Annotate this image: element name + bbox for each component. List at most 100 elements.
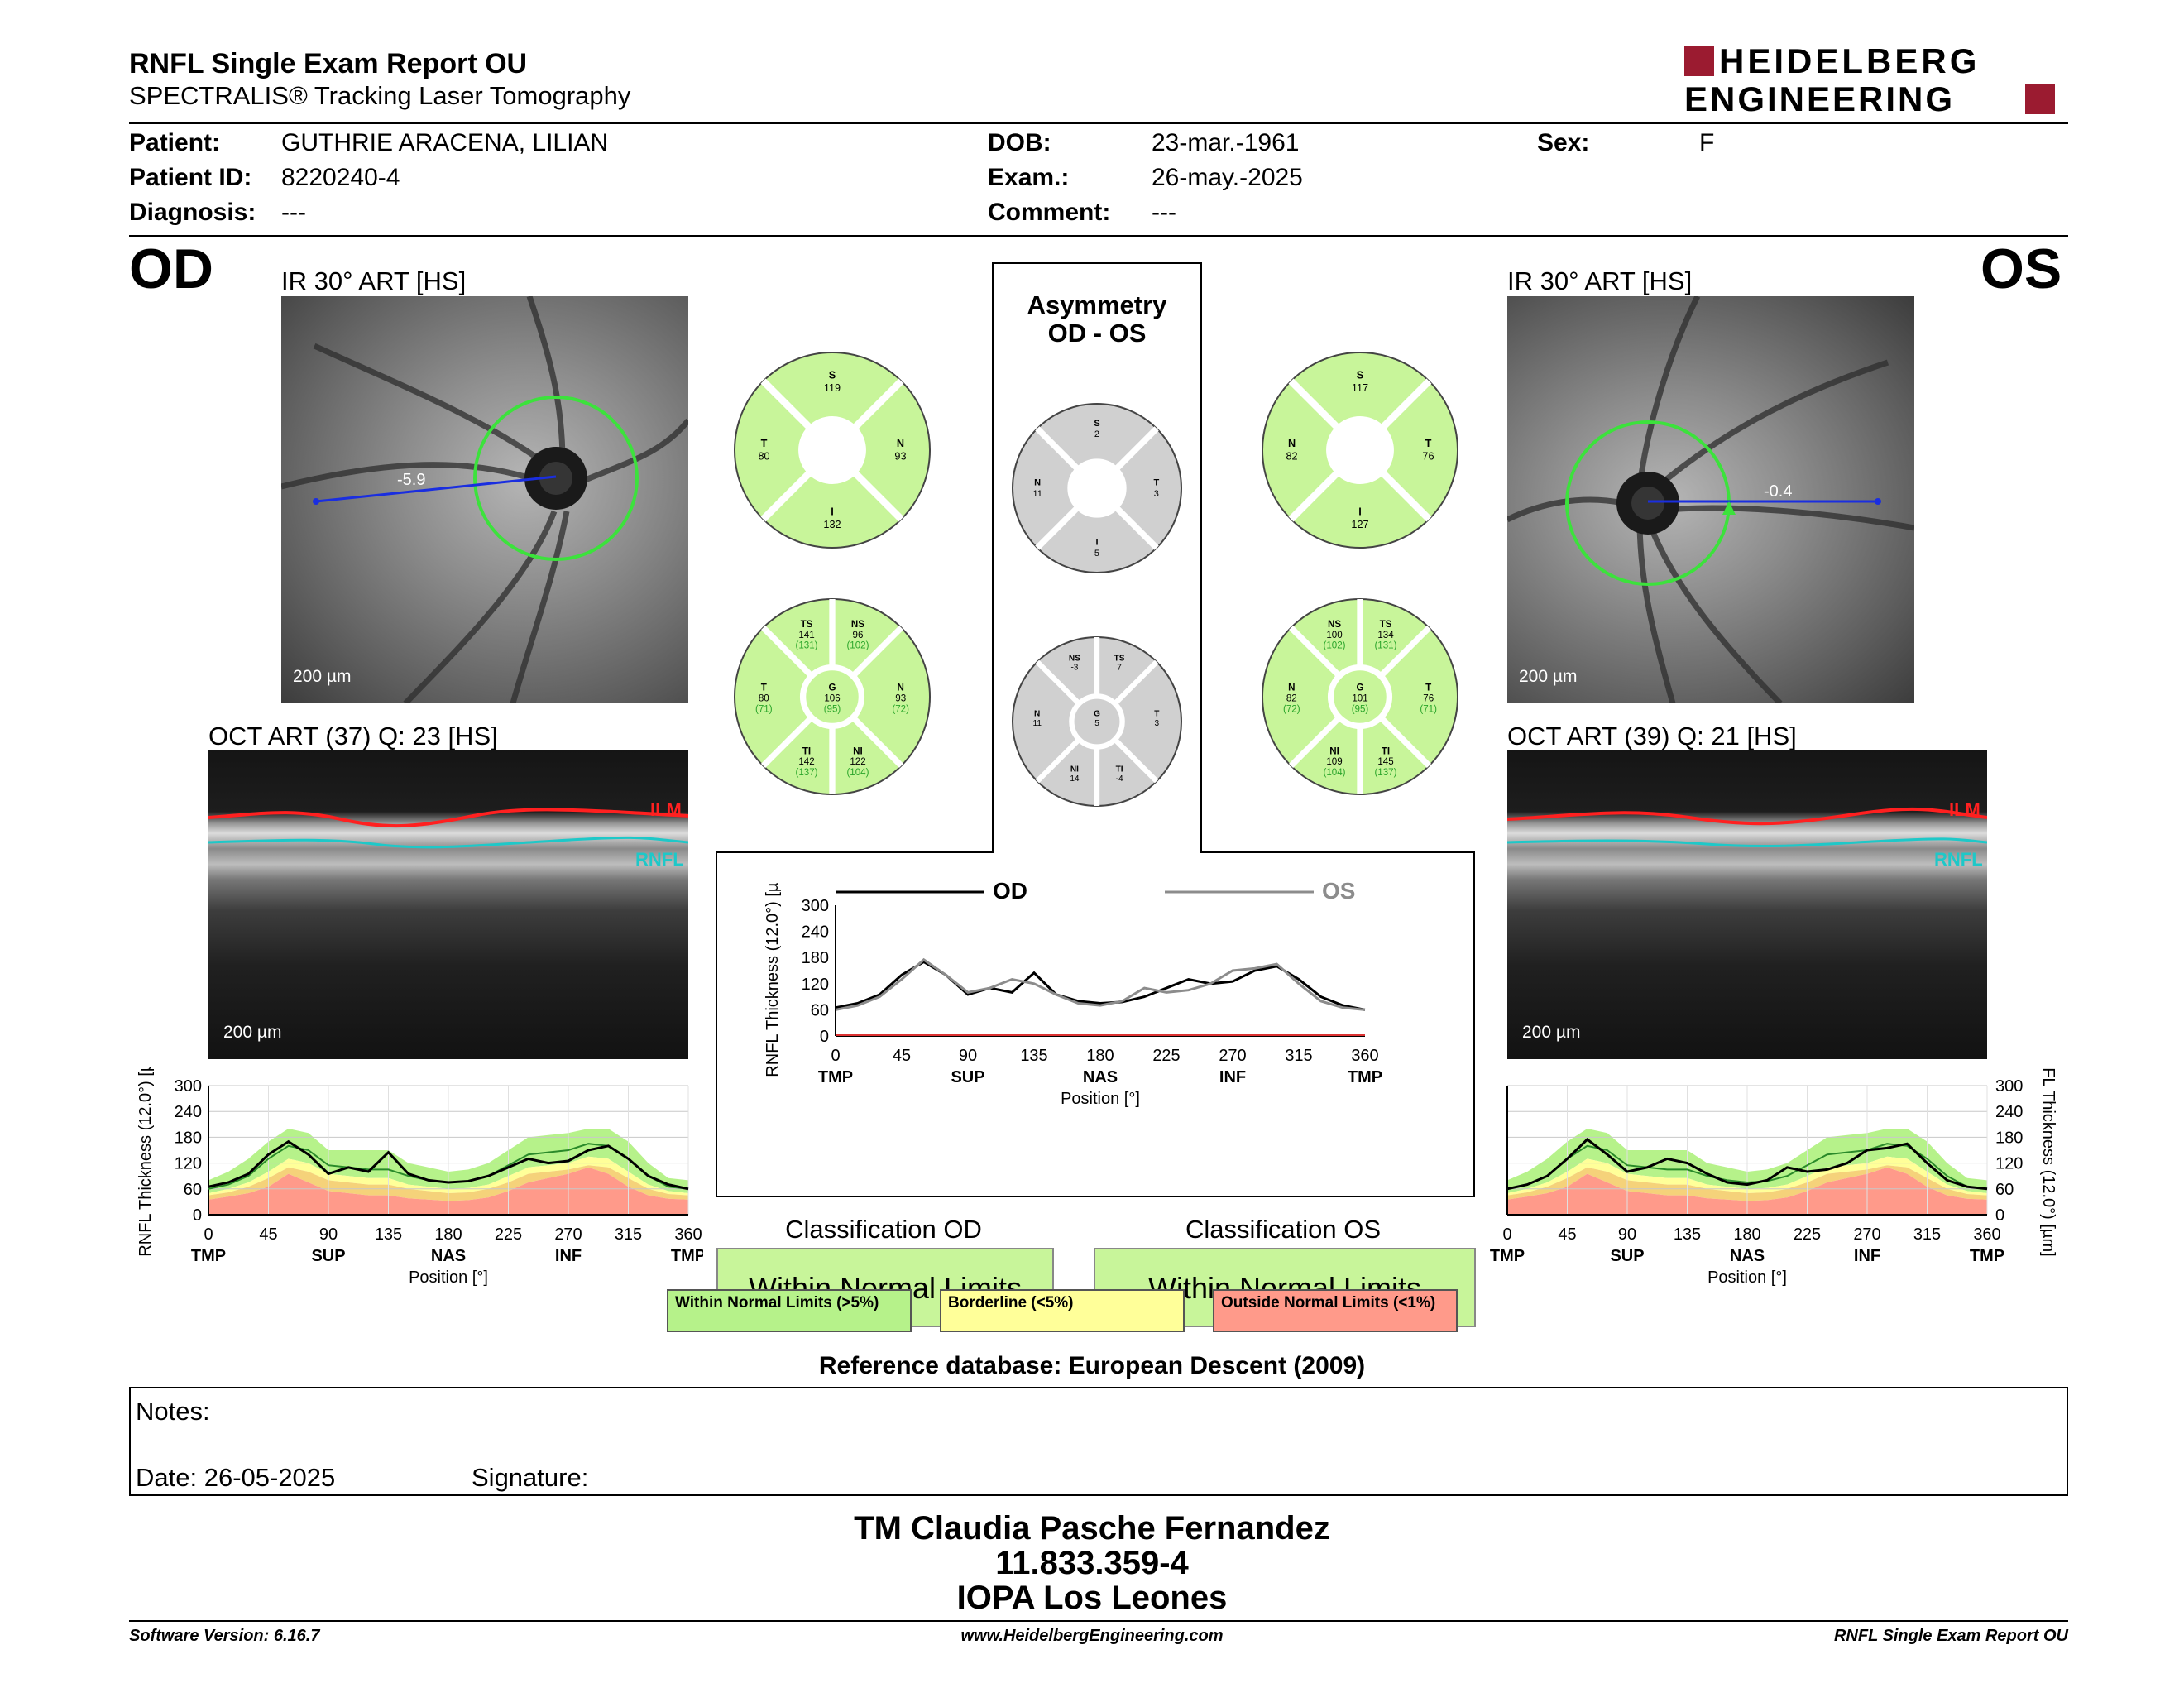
sector-label: NI bbox=[1329, 746, 1339, 756]
os-eye-label: OS bbox=[1980, 237, 2062, 300]
region-label: SUP bbox=[1610, 1247, 1644, 1265]
y-tick-label: 60 bbox=[811, 1001, 829, 1019]
os-oct-scale: 200 µm bbox=[1522, 1023, 1581, 1042]
region-label: TMP bbox=[1348, 1068, 1382, 1086]
sector-value: 93 bbox=[894, 450, 906, 462]
y-tick-label: 0 bbox=[1995, 1206, 2004, 1225]
sector-divider bbox=[1288, 470, 1340, 522]
os-ilm-label: ILM bbox=[1949, 799, 1980, 820]
sector-divider bbox=[760, 625, 814, 679]
y-tick-label: 120 bbox=[1995, 1155, 2023, 1173]
signoff-institution: IOPA Los Leones bbox=[956, 1580, 1228, 1616]
sector-divider bbox=[1035, 659, 1081, 706]
sector-divider bbox=[760, 715, 814, 769]
dob-label: DOB: bbox=[988, 129, 1051, 156]
sector-value: 134 bbox=[1377, 631, 1394, 640]
x-tick-label: 135 bbox=[375, 1225, 402, 1244]
sector-label: I bbox=[831, 506, 834, 518]
sector-reference: (137) bbox=[1374, 768, 1396, 778]
sector-value: 11 bbox=[1032, 719, 1042, 728]
sector-divider bbox=[852, 470, 904, 522]
y-tick-label: 180 bbox=[1995, 1129, 2023, 1147]
sector-reference: (131) bbox=[796, 641, 818, 651]
sector-value: 3 bbox=[1154, 719, 1159, 728]
region-label: NAS bbox=[1083, 1068, 1118, 1086]
os-garway-heath-disc: NS100(102)TS134(131)T76(71)TI145(137)NI1… bbox=[1262, 598, 1458, 795]
od-fundus-overlay: -5.9 bbox=[281, 296, 688, 703]
x-tick-label: 135 bbox=[1020, 1047, 1047, 1065]
x-tick-label: 180 bbox=[1086, 1047, 1114, 1065]
x-tick-label: 360 bbox=[674, 1225, 702, 1244]
notes-label: Notes: bbox=[136, 1397, 210, 1426]
region-label: TMP bbox=[1490, 1247, 1525, 1265]
disc-global-sector bbox=[799, 664, 865, 730]
patient-label: Patient: bbox=[129, 129, 221, 156]
sector-value: 119 bbox=[824, 382, 841, 394]
x-tick-label: 180 bbox=[434, 1225, 462, 1244]
sector-value: 141 bbox=[798, 631, 814, 640]
sector-label: TI bbox=[1116, 765, 1123, 774]
od-rnfl-label: RNFL bbox=[635, 849, 684, 870]
sector-value: 7 bbox=[1117, 664, 1122, 673]
y-tick-label: 0 bbox=[820, 1028, 829, 1046]
sector-reference: (137) bbox=[796, 768, 818, 778]
region-label: TMP bbox=[191, 1247, 226, 1265]
logo-square-top bbox=[1684, 46, 1714, 76]
od-oct-scale: 200 µm bbox=[223, 1023, 282, 1042]
sector-label: TS bbox=[801, 620, 813, 630]
x-tick-label: 135 bbox=[1674, 1225, 1701, 1244]
asymmetry-title-line2: OD - OS bbox=[1047, 319, 1147, 348]
reference-database: Reference database: European Descent (20… bbox=[818, 1352, 1366, 1379]
region-label: TMP bbox=[818, 1068, 853, 1086]
legend-normal: Within Normal Limits (>5%) bbox=[667, 1289, 912, 1332]
sector-reference: (104) bbox=[846, 768, 869, 778]
x-tick-label: 45 bbox=[259, 1225, 277, 1244]
sector-label: N bbox=[898, 683, 904, 693]
dob-value: 23-mar.-1961 bbox=[1152, 129, 1300, 156]
sector-divider bbox=[1035, 426, 1080, 471]
sector-label: N bbox=[1034, 478, 1041, 488]
os-oct-title: OCT ART (39) Q: 21 [HS] bbox=[1507, 722, 1797, 750]
sector-value: 109 bbox=[1326, 757, 1342, 767]
sector-divider bbox=[760, 378, 812, 430]
x-axis-label: Position [°] bbox=[1061, 1090, 1140, 1108]
y-tick-label: 240 bbox=[802, 923, 829, 942]
region-label: NAS bbox=[1730, 1247, 1765, 1265]
os-oct-overlay: ILM RNFL bbox=[1507, 799, 1987, 870]
series-line-os bbox=[1506, 1138, 1988, 1191]
x-tick-label: 270 bbox=[554, 1225, 582, 1244]
sector-value: 96 bbox=[853, 631, 864, 640]
sector-value: 80 bbox=[758, 450, 769, 462]
region-label: NAS bbox=[431, 1247, 466, 1265]
classification-os-label: Classification OS bbox=[1185, 1215, 1382, 1244]
od-rnfl-profile-chart: 0 60 120 180 240 300 0 45 90 135 180 225 270 315 360 TM… bbox=[136, 1067, 703, 1287]
notes-date: Date: 26-05-2025 bbox=[136, 1463, 336, 1492]
y-axis-label: RNFL Thickness (12.0°) [µm] bbox=[136, 1067, 155, 1257]
region-label: SUP bbox=[951, 1068, 984, 1086]
exam-value: 26-may.-2025 bbox=[1152, 164, 1303, 191]
os-rnfl-profile-chart: 0 60 120 180 240 300 0 45 90 135 180 225 270 315 360 TM… bbox=[1490, 1067, 2057, 1287]
patient-id: 8220240-4 bbox=[281, 164, 400, 191]
sector-label: S bbox=[1094, 419, 1099, 429]
sector-value: 11 bbox=[1032, 489, 1042, 499]
od-eye-label: OD bbox=[129, 237, 213, 300]
asymmetry-title-line1: Asymmetry bbox=[1027, 290, 1167, 319]
x-tick-label: 45 bbox=[1558, 1225, 1576, 1244]
sector-value: 80 bbox=[759, 693, 769, 703]
series-line-od bbox=[208, 1139, 689, 1191]
y-tick-label: 120 bbox=[802, 976, 829, 994]
x-tick-label: 180 bbox=[1733, 1225, 1760, 1244]
sector-divider bbox=[1113, 659, 1159, 706]
sector-value: 76 bbox=[1423, 693, 1434, 703]
region-label: SUP bbox=[311, 1247, 345, 1265]
footer-website[interactable]: www.HeidelbergEngineering.com bbox=[960, 1627, 1224, 1645]
od-ilm-label: ILM bbox=[650, 799, 682, 820]
legend-borderline: Borderline (<5%) bbox=[940, 1289, 1185, 1332]
x-tick-label: 225 bbox=[1152, 1047, 1180, 1065]
notes-box[interactable]: Notes: Date: 26-05-2025 Signature: bbox=[129, 1387, 2068, 1496]
region-label: INF bbox=[1854, 1247, 1880, 1265]
sector-label: T bbox=[1425, 683, 1431, 693]
y-tick-label: 120 bbox=[175, 1155, 202, 1173]
x-tick-label: 225 bbox=[1794, 1225, 1821, 1244]
